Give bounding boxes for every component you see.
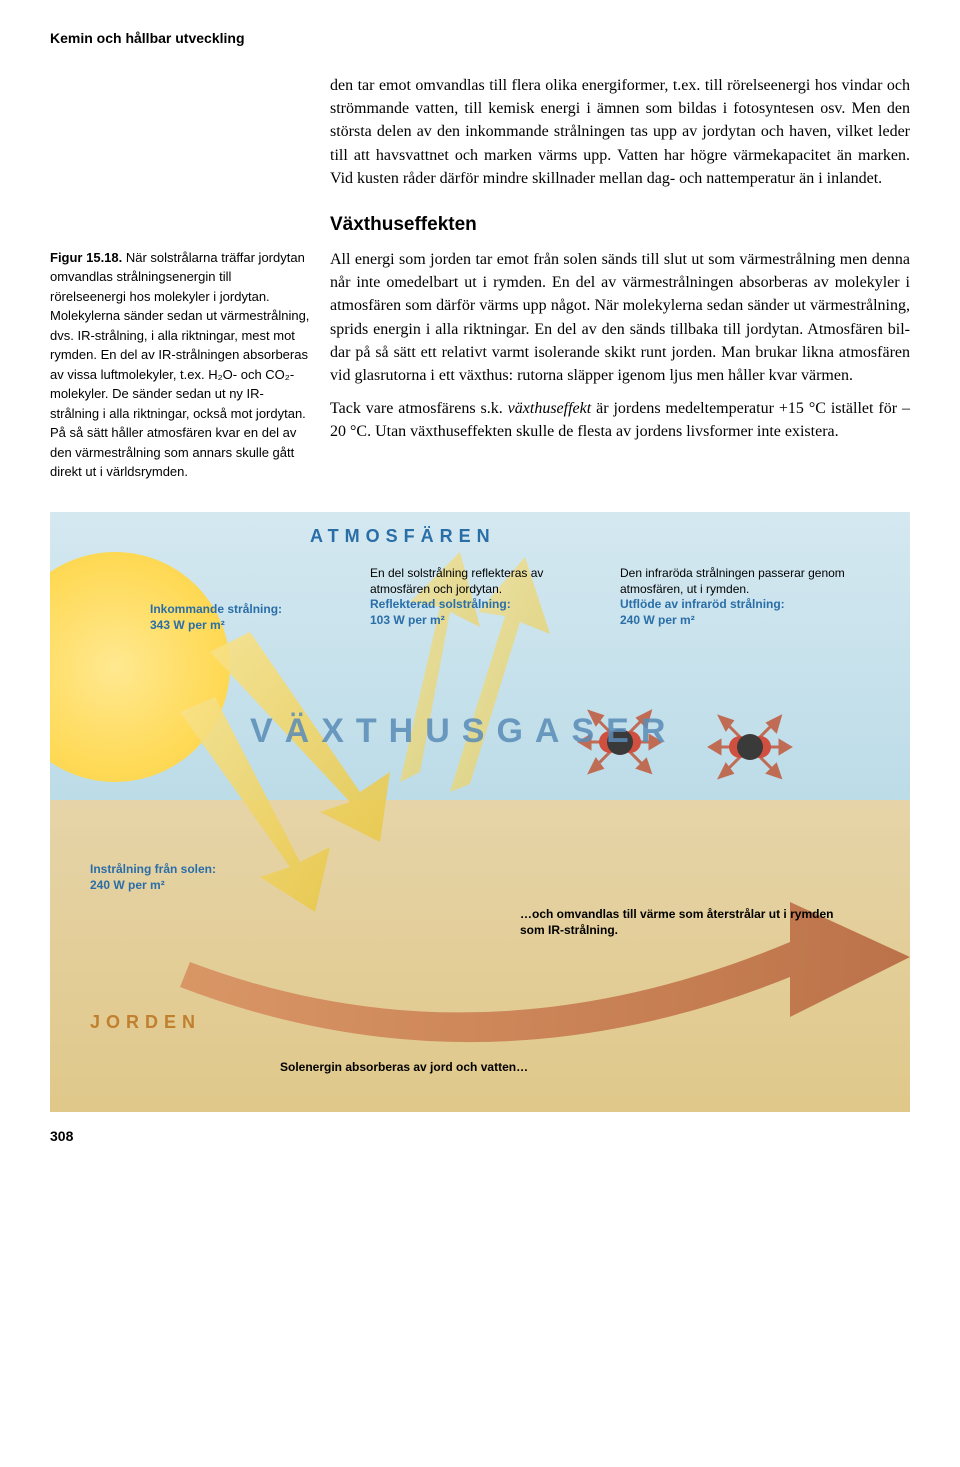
greenhouse-gas-label: VÄXTHUSGASER bbox=[250, 712, 677, 751]
figure-caption: Figur 15.18. När solstrålarna träffar jo… bbox=[50, 248, 310, 482]
main-paragraph-2: Tack vare atmosfärens s.k. växthuseffekt… bbox=[330, 397, 910, 443]
reflected-radiation-label: En del solstrålning reflekteras av atmos… bbox=[370, 566, 590, 628]
caption-body: När solstrålarna träffar jordytan omvand… bbox=[50, 250, 309, 480]
page-number: 308 bbox=[50, 1128, 910, 1144]
molecule-icon bbox=[729, 734, 771, 760]
incoming-radiation-label: Inkommande strålning: 343 W per m² bbox=[150, 602, 320, 633]
main-text: All energi som jorden tar emot från sole… bbox=[330, 248, 910, 482]
ir-outflow-label: Den infraröda strålningen passerar genom… bbox=[620, 566, 880, 628]
caption-lead: Figur 15.18. bbox=[50, 250, 122, 265]
absorption-label: Solenergin absorberas av jord och vatten… bbox=[280, 1060, 620, 1076]
chapter-header: Kemin och hållbar utveckling bbox=[50, 30, 910, 46]
heat-reradiation-label: …och omvandlas till värme som återstråla… bbox=[520, 907, 860, 938]
atmosphere-label: ATMOSFÄREN bbox=[310, 526, 496, 547]
main-paragraph-1: All energi som jorden tar emot från sole… bbox=[330, 248, 910, 387]
surface-insolation-label: Instrålning från solen: 240 W per m² bbox=[90, 862, 270, 893]
section-heading: Växthuseffekten bbox=[330, 214, 910, 236]
intro-paragraph: den tar emot omvandlas till flera olika … bbox=[330, 74, 910, 190]
greenhouse-diagram: ATMOSFÄREN Inkommande strålning: 343 W p… bbox=[50, 512, 910, 1112]
earth-label: JORDEN bbox=[90, 1012, 201, 1033]
sun-icon bbox=[50, 552, 230, 782]
